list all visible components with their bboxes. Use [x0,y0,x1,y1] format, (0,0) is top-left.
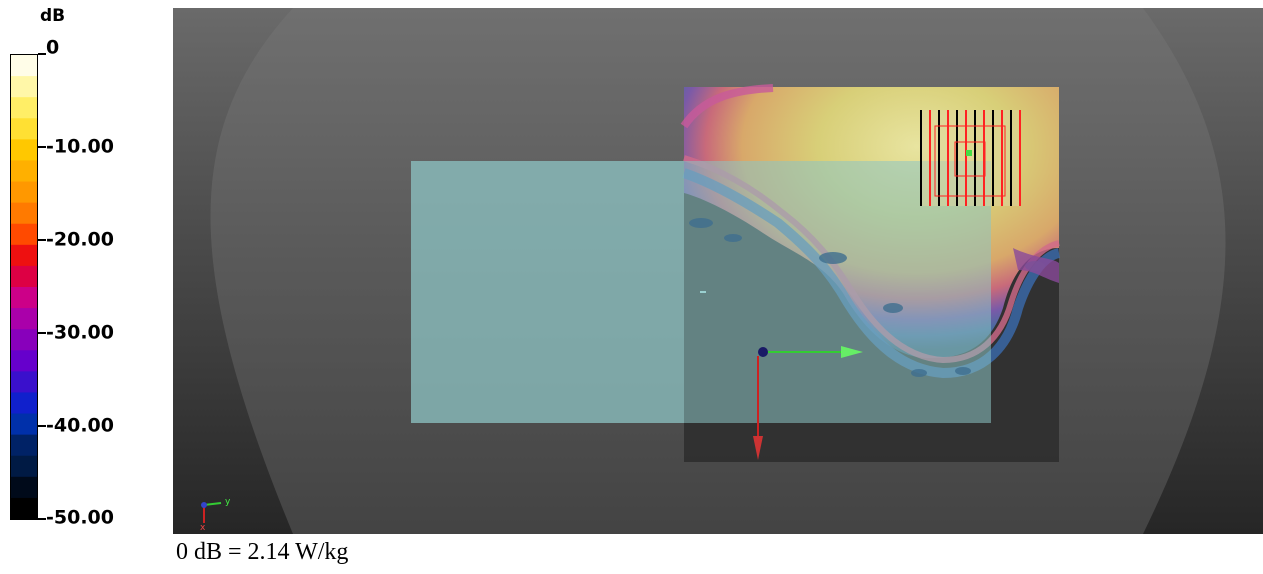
color-scale-band [11,223,37,246]
color-scale-band [11,350,37,372]
legend-tick [38,332,46,334]
color-scale-band [11,413,37,436]
legend-label-minus-10: -10.00 [46,135,114,158]
color-scale-band [11,55,37,77]
hotspot-edge-right [1013,248,1059,283]
legend-tick [38,425,46,427]
legend-label-minus-20: -20.00 [46,228,114,251]
color-scale-band [11,455,37,478]
sar-edge-contour [680,84,774,129]
legend-label-minus-50: -50.00 [46,506,114,529]
legend-tick [38,239,46,241]
legend-tick [38,53,46,55]
color-scale-band [11,160,37,183]
color-scale-band [11,476,37,499]
probe-origin-axes [753,346,863,460]
color-scale-band [11,371,37,394]
legend-unit-label: dB [40,6,66,26]
color-scale-legend: dB 0 -10.00 -20.00 -30.00 -40.00 -50.00 [0,0,170,540]
legend-tick [38,518,46,520]
color-scale-band [11,181,37,204]
zoom-scan-volume [920,110,1021,206]
color-scale-band [11,392,37,415]
color-scale-band [11,265,37,288]
color-scale-band [11,329,37,351]
color-scale-band [11,308,37,330]
reference-level-note: 0 dB = 2.14 W/kg [176,539,349,565]
color-scale-band [11,118,37,140]
triad-x-label: x [200,523,206,533]
color-scale-band [11,434,37,457]
legend-label-minus-30: -30.00 [46,321,114,344]
color-scale-band [11,497,37,519]
color-scale-band [11,202,37,225]
color-scale-gradient [11,55,37,519]
legend-tick [38,146,46,148]
legend-label-0: 0 [46,36,60,59]
measurement-scene: y x [200,8,1226,534]
color-scale-band [11,97,37,119]
triad-y-label: y [225,497,231,507]
orientation-triad [201,502,222,523]
legend-label-minus-40: -40.00 [46,414,114,437]
device-body-left [411,161,684,423]
color-scale-band [11,287,37,309]
color-scale-band [11,139,37,162]
measurement-viewport[interactable]: y x [173,8,1263,534]
color-scale-band [11,244,37,267]
color-scale-bar [10,54,38,520]
color-scale-band [11,76,37,98]
